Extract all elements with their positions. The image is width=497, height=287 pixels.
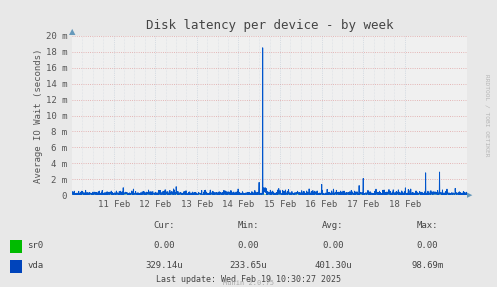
Text: 401.30u: 401.30u bbox=[314, 261, 352, 270]
Text: RRDTOOL / TOBI OETIKER: RRDTOOL / TOBI OETIKER bbox=[485, 73, 490, 156]
Text: ▲: ▲ bbox=[69, 27, 76, 36]
Text: 0.00: 0.00 bbox=[416, 241, 438, 250]
Text: 329.14u: 329.14u bbox=[145, 261, 183, 270]
Y-axis label: Average IO Wait (seconds): Average IO Wait (seconds) bbox=[34, 48, 43, 183]
Text: sr0: sr0 bbox=[27, 241, 43, 250]
Text: 0.00: 0.00 bbox=[238, 241, 259, 250]
Text: 98.69m: 98.69m bbox=[412, 261, 443, 270]
Text: Munin 2.0.75: Munin 2.0.75 bbox=[223, 280, 274, 286]
Text: vda: vda bbox=[27, 261, 43, 270]
Text: Avg:: Avg: bbox=[322, 221, 344, 230]
Text: Last update: Wed Feb 19 10:30:27 2025: Last update: Wed Feb 19 10:30:27 2025 bbox=[156, 275, 341, 284]
Text: Max:: Max: bbox=[416, 221, 438, 230]
Text: Min:: Min: bbox=[238, 221, 259, 230]
Text: ▶: ▶ bbox=[467, 192, 473, 198]
Title: Disk latency per device - by week: Disk latency per device - by week bbox=[146, 19, 393, 32]
Text: 0.00: 0.00 bbox=[322, 241, 344, 250]
Text: 0.00: 0.00 bbox=[153, 241, 175, 250]
Text: 233.65u: 233.65u bbox=[230, 261, 267, 270]
Text: Cur:: Cur: bbox=[153, 221, 175, 230]
